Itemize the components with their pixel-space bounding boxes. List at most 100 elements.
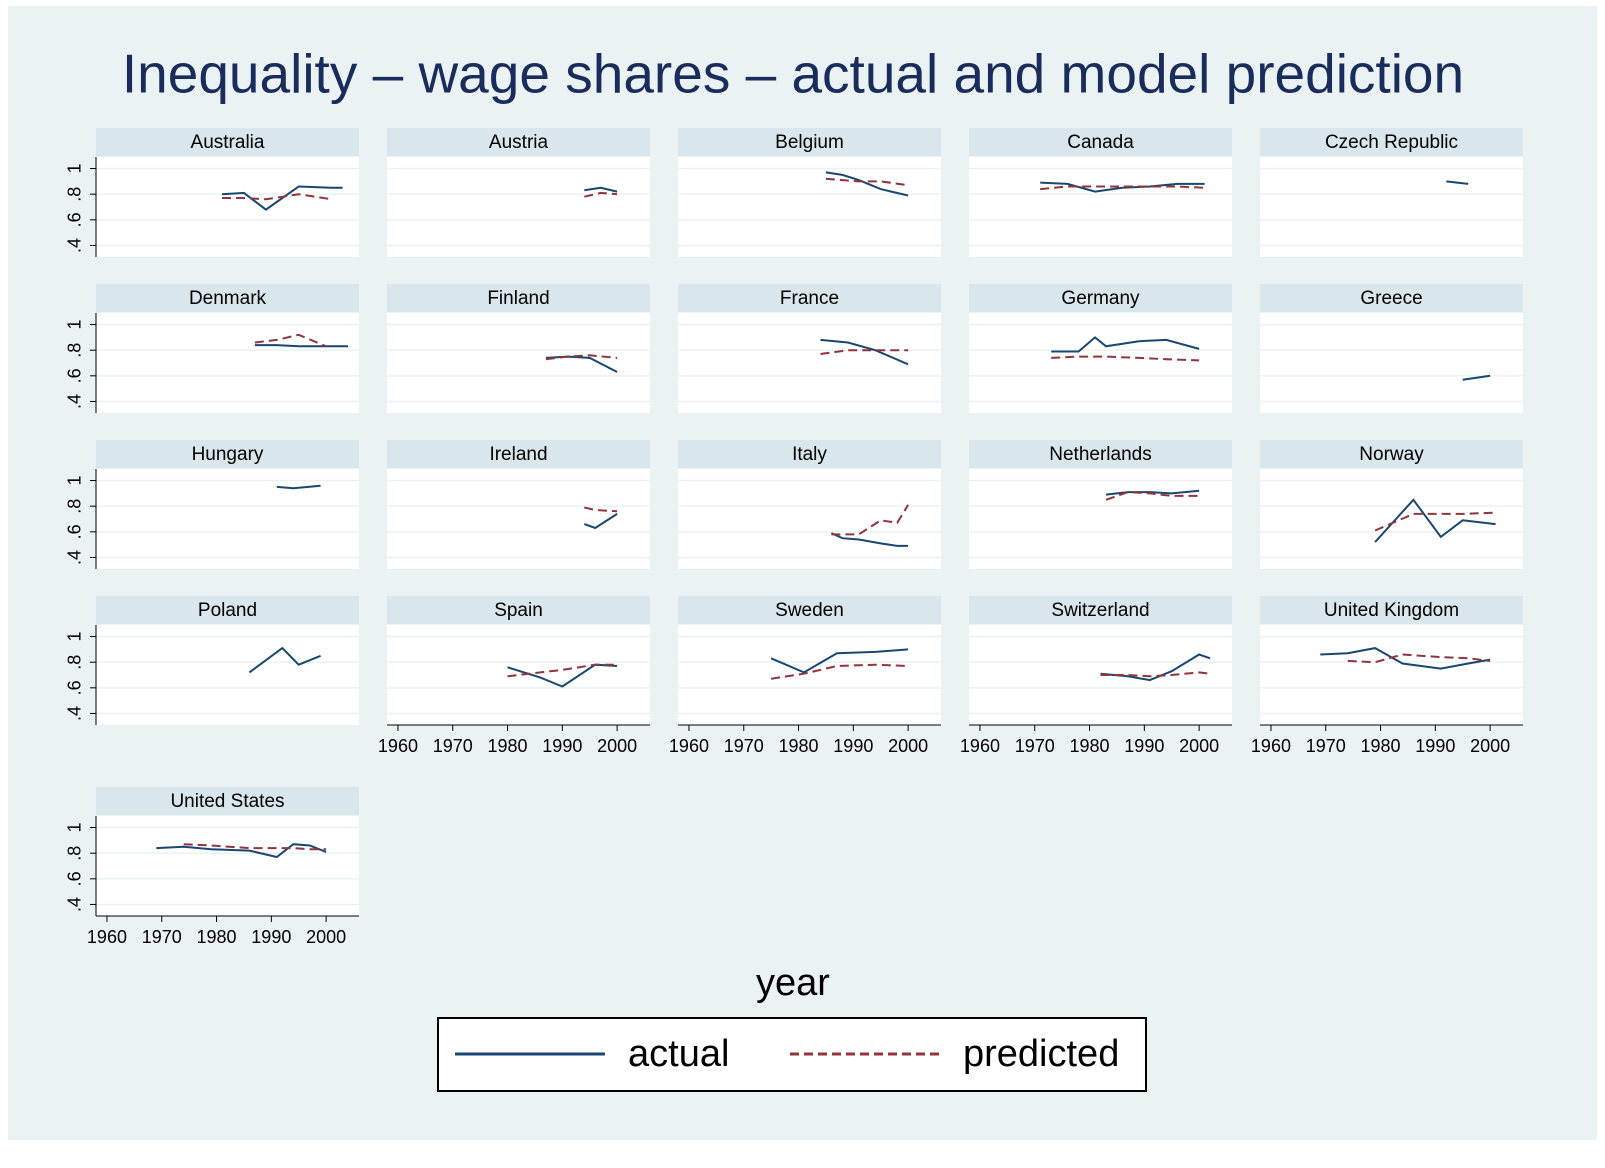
series-line	[1374, 511, 1496, 532]
panel-header	[678, 440, 941, 468]
panel-header	[969, 128, 1232, 156]
panel-title: Ireland	[489, 444, 547, 465]
series-line	[831, 504, 909, 536]
plot-area	[387, 625, 650, 725]
series-line	[1374, 498, 1496, 543]
series-line	[825, 177, 909, 187]
y-tick-label: .6	[65, 368, 85, 383]
series-line	[820, 338, 909, 366]
panel-header	[387, 284, 650, 312]
plot-area	[1260, 469, 1523, 569]
y-tick-label: .8	[65, 187, 85, 202]
plot-area	[387, 469, 650, 569]
series-line	[183, 843, 327, 851]
plot-area	[1260, 625, 1523, 725]
series-line	[507, 663, 618, 678]
x-tick-label: 1990	[833, 736, 873, 756]
chart-title: Inequality – wage shares – actual and mo…	[122, 43, 1464, 105]
series-line	[770, 663, 909, 680]
x-tick-label: 1980	[488, 736, 528, 756]
y-tick-label: .8	[65, 655, 85, 670]
y-tick-label: .4	[65, 897, 85, 912]
panel-title: Austria	[489, 132, 549, 153]
series-line	[820, 349, 909, 355]
plot-area	[96, 816, 359, 916]
series-line	[584, 186, 618, 193]
series-line	[584, 506, 618, 513]
panel-header	[1260, 440, 1523, 468]
plot-area	[969, 469, 1232, 569]
y-tick-label: .8	[65, 499, 85, 514]
x-tick-label: 1970	[724, 736, 764, 756]
x-tick-label: 1960	[960, 736, 1000, 756]
y-tick-label: .6	[65, 871, 85, 886]
plot-area	[387, 157, 650, 257]
series-line	[1347, 653, 1491, 664]
x-tick-label: 1990	[251, 927, 291, 947]
plot-area	[1260, 157, 1523, 257]
panel-title: Italy	[792, 444, 827, 465]
panel-title: Czech Republic	[1325, 132, 1458, 153]
panel-header	[969, 440, 1232, 468]
panel-title: Hungary	[192, 444, 264, 465]
x-tick-label: 2000	[1179, 736, 1219, 756]
series-line	[1105, 489, 1200, 496]
series-line	[1051, 336, 1200, 353]
x-tick-label: 1990	[1124, 736, 1164, 756]
panel-header	[96, 596, 359, 624]
panel-header	[969, 596, 1232, 624]
x-tick-label: 1980	[1070, 736, 1110, 756]
panel-header	[387, 128, 650, 156]
panel-header	[1260, 128, 1523, 156]
panel-header	[678, 128, 941, 156]
panel-header	[96, 440, 359, 468]
plot-area	[678, 157, 941, 257]
panel-header	[96, 787, 359, 815]
series-line	[276, 484, 321, 490]
legend-label: predicted	[963, 1033, 1119, 1075]
y-tick-label: .8	[65, 846, 85, 861]
y-tick-label: 1	[65, 632, 85, 642]
series-line	[1320, 647, 1491, 670]
panel-title: United Kingdom	[1324, 600, 1459, 621]
series-line	[254, 344, 348, 348]
y-tick-label: 1	[65, 476, 85, 486]
series-line	[156, 843, 327, 859]
panel-title: Belgium	[775, 132, 844, 153]
plot-area	[96, 313, 359, 413]
panel-header	[96, 128, 359, 156]
panel-header	[387, 440, 650, 468]
panel-header	[1260, 284, 1523, 312]
plot-area	[969, 313, 1232, 413]
panel-title: Netherlands	[1049, 444, 1151, 465]
x-tick-label: 1990	[1415, 736, 1455, 756]
x-tick-label: 2000	[1470, 736, 1510, 756]
x-tick-label: 2000	[597, 736, 637, 756]
series-line	[1100, 671, 1211, 678]
x-tick-label: 2000	[888, 736, 928, 756]
y-tick-label: .6	[65, 524, 85, 539]
x-tick-label: 1980	[197, 927, 237, 947]
series-line	[830, 532, 909, 547]
legend-label: actual	[628, 1033, 729, 1075]
y-tick-label: 1	[65, 823, 85, 833]
panel-title: United States	[170, 791, 284, 812]
panel-title: Germany	[1061, 288, 1140, 309]
panel-title: Switzerland	[1051, 600, 1149, 621]
plot-area	[969, 157, 1232, 257]
series-line	[1105, 491, 1200, 501]
y-tick-label: 1	[65, 164, 85, 174]
y-tick-label: .4	[65, 238, 85, 253]
x-tick-label: 1960	[87, 927, 127, 947]
y-tick-label: .8	[65, 343, 85, 358]
series-line	[1446, 180, 1469, 185]
panel-title: Australia	[191, 132, 265, 153]
panel-title: Sweden	[775, 600, 844, 621]
x-tick-label: 1960	[378, 736, 418, 756]
y-tick-label: .4	[65, 706, 85, 721]
series-line	[222, 193, 332, 201]
series-line	[583, 513, 618, 530]
plot-area	[678, 313, 941, 413]
x-tick-label: 1980	[779, 736, 819, 756]
